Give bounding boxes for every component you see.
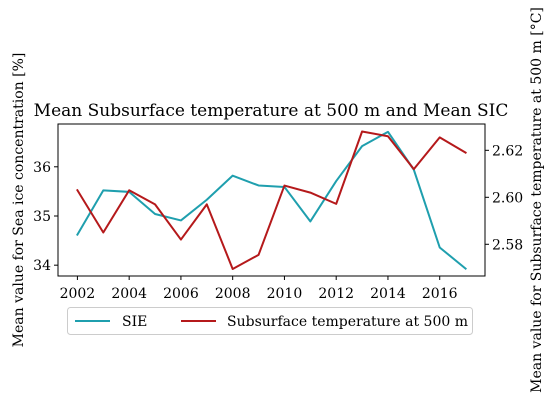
x-tick-label: 2014 bbox=[370, 286, 406, 302]
x-tick-label: 2008 bbox=[215, 286, 251, 302]
left-y-tick-label: 34 bbox=[33, 258, 51, 274]
plot-frame bbox=[57, 123, 486, 277]
x-tick-label: 2010 bbox=[267, 286, 303, 302]
left-y-axis-title: Mean value for Sea ice concentration [%] bbox=[11, 53, 27, 348]
left-y-axis: 34 35 36 bbox=[33, 160, 58, 274]
legend: SIE Subsurface temperature at 500 m bbox=[67, 307, 473, 335]
right-y-tick-label: 2.58 bbox=[492, 237, 523, 253]
right-y-axis: 2.58 2.60 2.62 bbox=[485, 143, 523, 253]
right-y-axis-title: Mean value for Subsurface temperature at… bbox=[529, 7, 545, 393]
x-tick-label: 2006 bbox=[163, 286, 199, 302]
x-tick-label: 2004 bbox=[111, 286, 147, 302]
left-y-tick-label: 36 bbox=[33, 160, 51, 176]
x-tick-label: 2012 bbox=[318, 286, 354, 302]
legend-frame bbox=[67, 307, 473, 335]
legend-label-sie: SIE bbox=[122, 314, 147, 330]
chart-title: Mean Subsurface temperature at 500 m and… bbox=[34, 101, 509, 121]
x-tick-label: 2002 bbox=[60, 286, 96, 302]
right-y-tick-label: 2.62 bbox=[492, 143, 523, 159]
left-y-tick-label: 35 bbox=[33, 209, 51, 225]
x-axis: 2002 2004 2006 2008 2010 2012 2014 2016 bbox=[60, 276, 458, 302]
legend-label-subsurface-temperature: Subsurface temperature at 500 m bbox=[227, 314, 468, 330]
series-line-subsurface-temperature bbox=[76, 130, 467, 270]
series-line-sie bbox=[76, 130, 467, 271]
x-tick-label: 2016 bbox=[422, 286, 458, 302]
right-y-tick-label: 2.60 bbox=[492, 190, 523, 206]
series-layer bbox=[76, 130, 467, 271]
